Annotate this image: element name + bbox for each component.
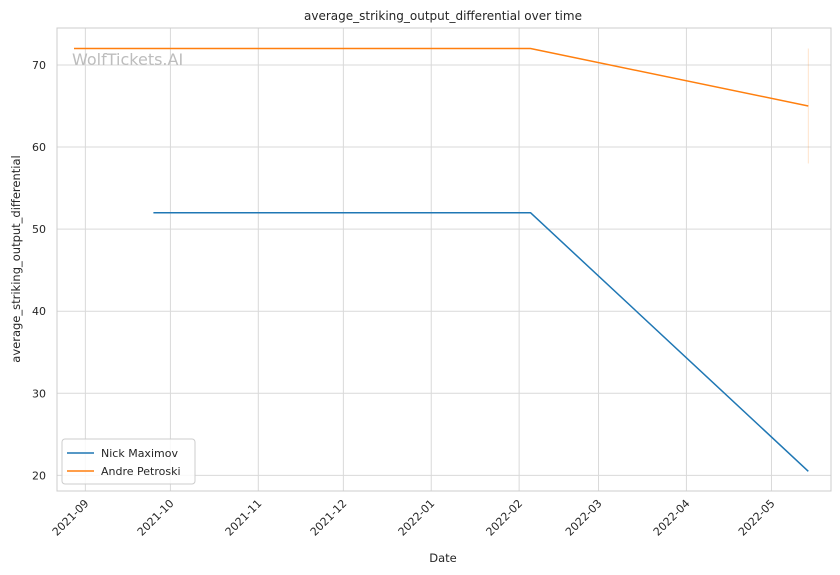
watermark-text: WolfTickets.AI [72,50,183,69]
series-line [74,47,809,107]
x-tick-label: 2021-09 [50,497,92,539]
y-tick-label: 20 [32,469,46,482]
x-tick-label: 2021-12 [308,497,350,539]
legend-box [61,438,196,485]
y-axis-title: average_striking_output_differential [9,155,23,362]
y-tick-label: 60 [32,141,46,154]
x-tick-label: 2022-02 [484,497,526,539]
chart-title: average_striking_output_differential ove… [304,9,582,23]
x-tick-label: 2021-10 [135,497,177,539]
x-tick-label: 2022-04 [651,497,693,539]
y-tick-label: 40 [32,305,46,318]
grid-lines [57,28,831,491]
y-tick-label: 30 [32,387,46,400]
legend-entry-label: Andre Petroski [101,465,181,478]
x-tick-label: 2022-03 [563,497,605,539]
x-axis-title: Date [429,551,457,565]
x-tick-label: 2021-11 [223,497,265,539]
legend-entry-label: Nick Maximov [101,447,178,460]
y-tick-label: 70 [32,59,46,72]
y-axis-ticks: 20 30 40 50 60 70 [32,59,46,482]
x-axis-ticks: 2021-09 2021-10 2021-11 2021-12 2022-01 2022-… [50,497,778,539]
legend: Nick Maximov Andre Petroski [61,438,196,485]
x-tick-label: 2022-05 [736,497,778,539]
x-tick-label: 2022-01 [396,497,438,539]
series-layer [74,47,809,472]
plot-area-frame [56,27,832,492]
series-line [153,211,809,472]
y-tick-label: 50 [32,223,46,236]
